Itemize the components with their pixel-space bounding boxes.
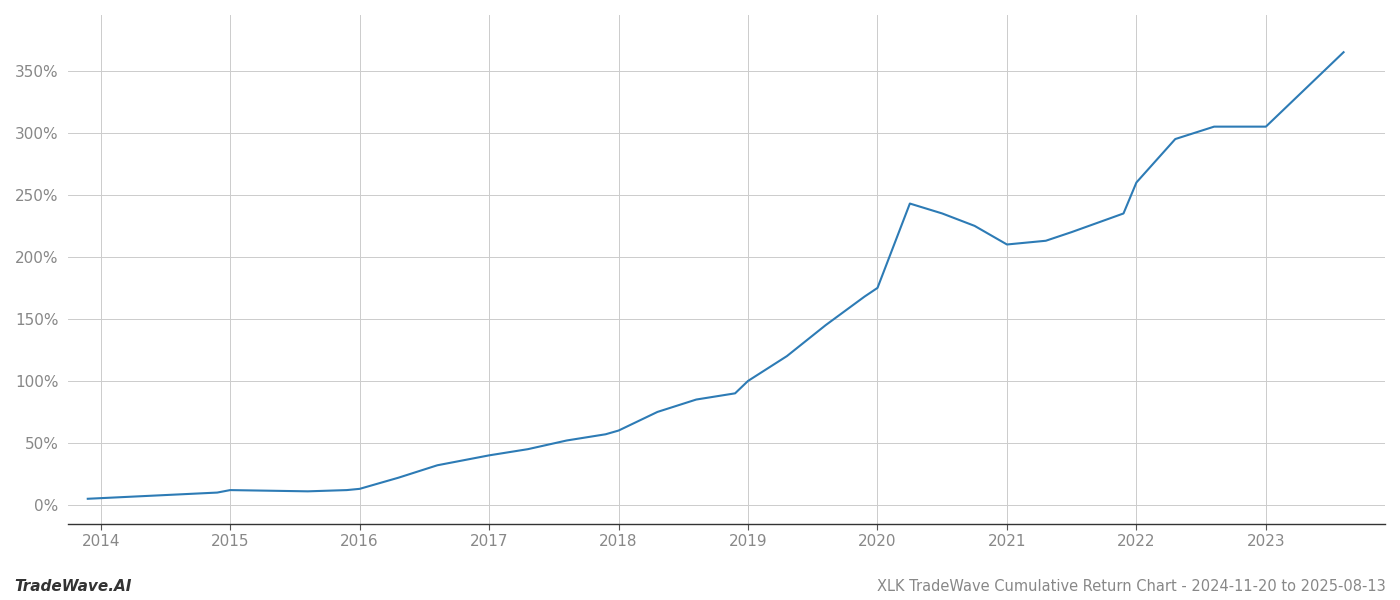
Text: XLK TradeWave Cumulative Return Chart - 2024-11-20 to 2025-08-13: XLK TradeWave Cumulative Return Chart - … [878, 579, 1386, 594]
Text: TradeWave.AI: TradeWave.AI [14, 579, 132, 594]
